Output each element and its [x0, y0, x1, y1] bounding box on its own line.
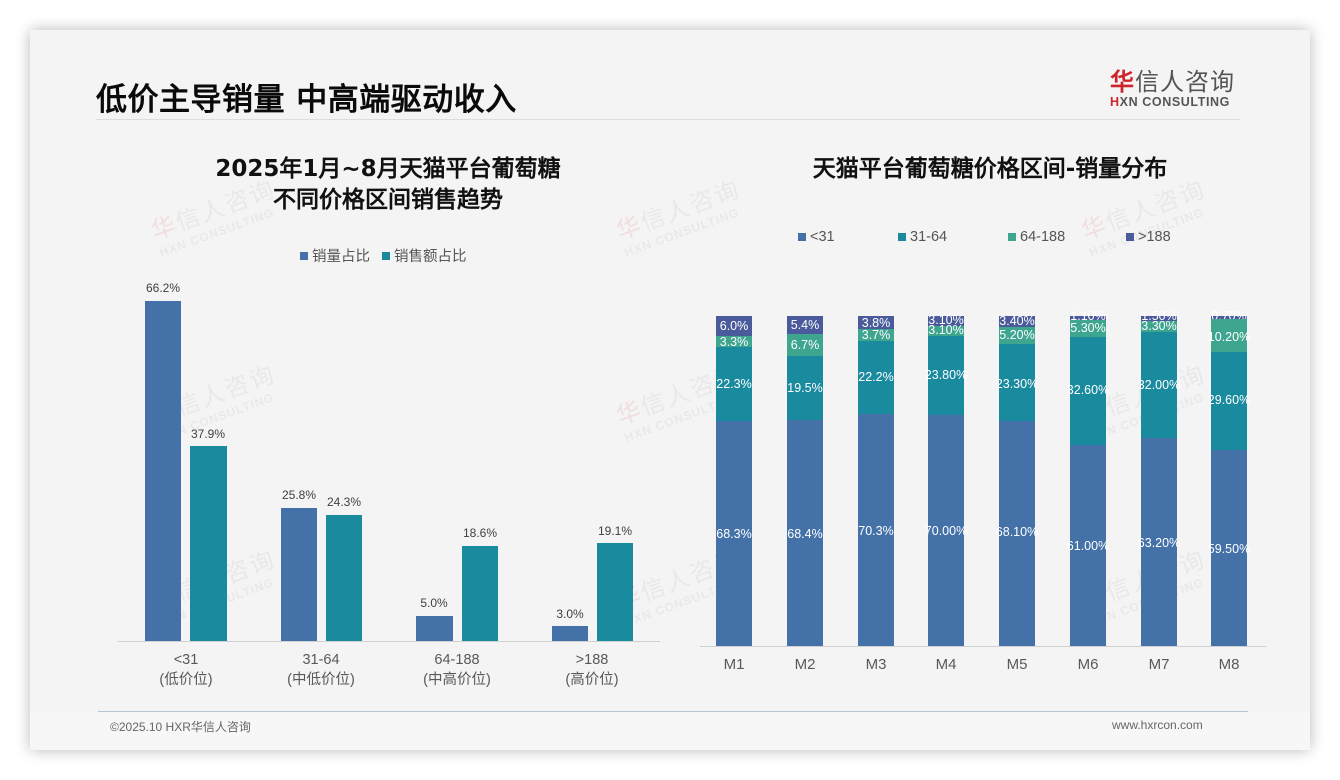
bar-value-label: 25.8% — [281, 488, 317, 502]
segment-31-64: 32.60% — [1067, 337, 1109, 445]
segment-lt31: 63.20% — [1138, 438, 1180, 646]
month-label: M7 — [1148, 656, 1170, 673]
stacked-bar-m4: 3.10% 3.10% 23.80% 70.00% — [925, 313, 967, 646]
segment-lt31: 70.3% — [858, 414, 894, 646]
footer-divider — [98, 711, 1248, 712]
stacked-bar-m1: 6.0% 3.3% 22.3% 68.3% — [716, 316, 752, 646]
month-label: M4 — [935, 656, 957, 673]
segment-gt188: 6.0% — [716, 316, 752, 336]
logo-english: HXN CONSULTING — [1110, 95, 1230, 109]
bar-revenue-64-188 — [462, 546, 498, 641]
segment-gt188: 3.10% — [928, 313, 964, 327]
bar-value-label: 3.0% — [556, 607, 584, 621]
bar-volume-gt188 — [552, 626, 588, 641]
legend-item-revenue-share: 销售额占比 — [382, 245, 467, 266]
stacked-bar-m5: 3.40% 5.20% 23.30% 68.10% — [996, 314, 1038, 646]
month-label: M8 — [1218, 656, 1240, 673]
segment-lt31: 61.00% — [1067, 445, 1109, 646]
segment-64-188: 3.3% — [716, 335, 752, 349]
legend-item-31-64: 31-64 — [898, 229, 1008, 245]
stacked-bar-m7: 1.50% 3.30% 32.00% 63.20% — [1138, 309, 1180, 646]
bar-revenue-gt188 — [597, 543, 633, 641]
legend-swatch — [798, 233, 806, 241]
stacked-bar-m2: 5.4% 6.7% 19.5% 68.4% — [787, 316, 823, 646]
slide: 华信人咨询 HXN CONSULTING 华信人咨询 HXN CONSULTIN… — [30, 30, 1310, 750]
company-logo: 华信人咨询 HXN CONSULTING — [1110, 62, 1260, 109]
segment-31-64: 19.5% — [787, 356, 823, 420]
segment-64-188: 3.30% — [1141, 319, 1177, 333]
month-label: M2 — [794, 656, 816, 673]
category-label: >188 (高价位) — [565, 652, 619, 688]
bar-volume-64-188 — [416, 616, 453, 641]
segment-64-188: 5.30% — [1070, 320, 1106, 337]
segment-gt188: 1.50% — [1141, 309, 1177, 323]
segment-31-64: 32.00% — [1138, 332, 1180, 438]
category-label: <31 (低价位) — [159, 652, 213, 688]
stacked-bar-m3: 3.8% 3.7% 22.2% 70.3% — [858, 316, 894, 646]
bar-value-label: 5.0% — [420, 596, 448, 610]
stacked-bar-m8: 0.70% 10.20% 29.60% 59.50% — [1208, 309, 1250, 646]
segment-64-188: 3.10% — [928, 323, 964, 337]
bar-value-label: 37.9% — [190, 427, 226, 441]
segment-31-64: 22.2% — [858, 341, 894, 414]
right-chart-legend: <31 31-64 64-188 >188 — [798, 229, 1171, 245]
right-chart-title: 天猫平台葡萄糖价格区间-销量分布 — [812, 156, 1168, 182]
page-title: 低价主导销量 中高端驱动收入 — [96, 82, 517, 118]
right-chart-x-axis — [700, 646, 1266, 647]
month-label: M3 — [865, 656, 887, 673]
stacked-bar-m6: 1.10% 5.30% 32.60% 61.00% — [1067, 309, 1109, 646]
legend-swatch — [898, 233, 906, 241]
bar-revenue-lt31 — [190, 446, 227, 641]
segment-31-64: 29.60% — [1208, 352, 1250, 450]
legend-swatch — [382, 251, 390, 260]
legend-swatch — [300, 251, 308, 260]
legend-swatch — [1008, 233, 1016, 241]
category-label: 64-188 (中高价位) — [423, 652, 491, 688]
segment-gt188: 3.8% — [858, 316, 894, 330]
segment-gt188: 1.10% — [1070, 309, 1106, 323]
segment-lt31: 59.50% — [1208, 450, 1250, 646]
title-divider — [96, 119, 1240, 120]
segment-64-188: 3.7% — [858, 328, 894, 342]
left-chart-x-axis — [118, 641, 660, 642]
bar-revenue-31-64 — [326, 515, 362, 641]
left-chart-title: 2025年1月~8月天猫平台葡萄糖 不同价格区间销售趋势 — [215, 156, 561, 213]
bar-volume-31-64 — [281, 508, 317, 641]
bar-value-label: 24.3% — [326, 495, 362, 509]
bar-value-label: 19.1% — [597, 524, 633, 538]
footer-website: www.hxrcon.com — [1112, 718, 1203, 732]
legend-item-gt188: >188 — [1126, 229, 1171, 245]
left-chart-legend: 销量占比 销售额占比 — [300, 245, 467, 266]
segment-lt31: 68.3% — [716, 421, 752, 646]
legend-item-volume-share: 销量占比 — [300, 245, 370, 266]
segment-gt188: 5.4% — [787, 316, 823, 334]
segment-64-188: 5.20% — [999, 327, 1035, 344]
segment-64-188: 6.7% — [787, 334, 823, 356]
segment-lt31: 68.4% — [787, 420, 823, 646]
logo-chinese: 华信人咨询 — [1110, 68, 1235, 96]
category-label: 31-64 (中低价位) — [287, 652, 355, 688]
bar-value-label: 18.6% — [462, 526, 498, 540]
month-label: M5 — [1006, 656, 1028, 673]
bar-volume-lt31 — [145, 301, 181, 641]
footer-copyright: ©2025.10 HXR华信人咨询 — [110, 720, 251, 734]
segment-lt31: 68.10% — [996, 421, 1038, 646]
segment-lt31: 70.00% — [925, 415, 967, 646]
segment-31-64: 23.80% — [925, 336, 967, 415]
segment-gt188: 3.40% — [999, 314, 1035, 328]
legend-swatch — [1126, 233, 1134, 241]
segment-31-64: 22.3% — [716, 347, 752, 421]
month-label: M1 — [723, 656, 745, 673]
legend-item-lt31: <31 — [798, 229, 898, 245]
segment-64-188: 10.20% — [1208, 319, 1250, 352]
bar-value-label: 66.2% — [145, 281, 181, 295]
legend-item-64-188: 64-188 — [1008, 229, 1126, 245]
month-label: M6 — [1077, 656, 1099, 673]
footer — [30, 712, 1310, 750]
segment-31-64: 23.30% — [996, 344, 1038, 421]
